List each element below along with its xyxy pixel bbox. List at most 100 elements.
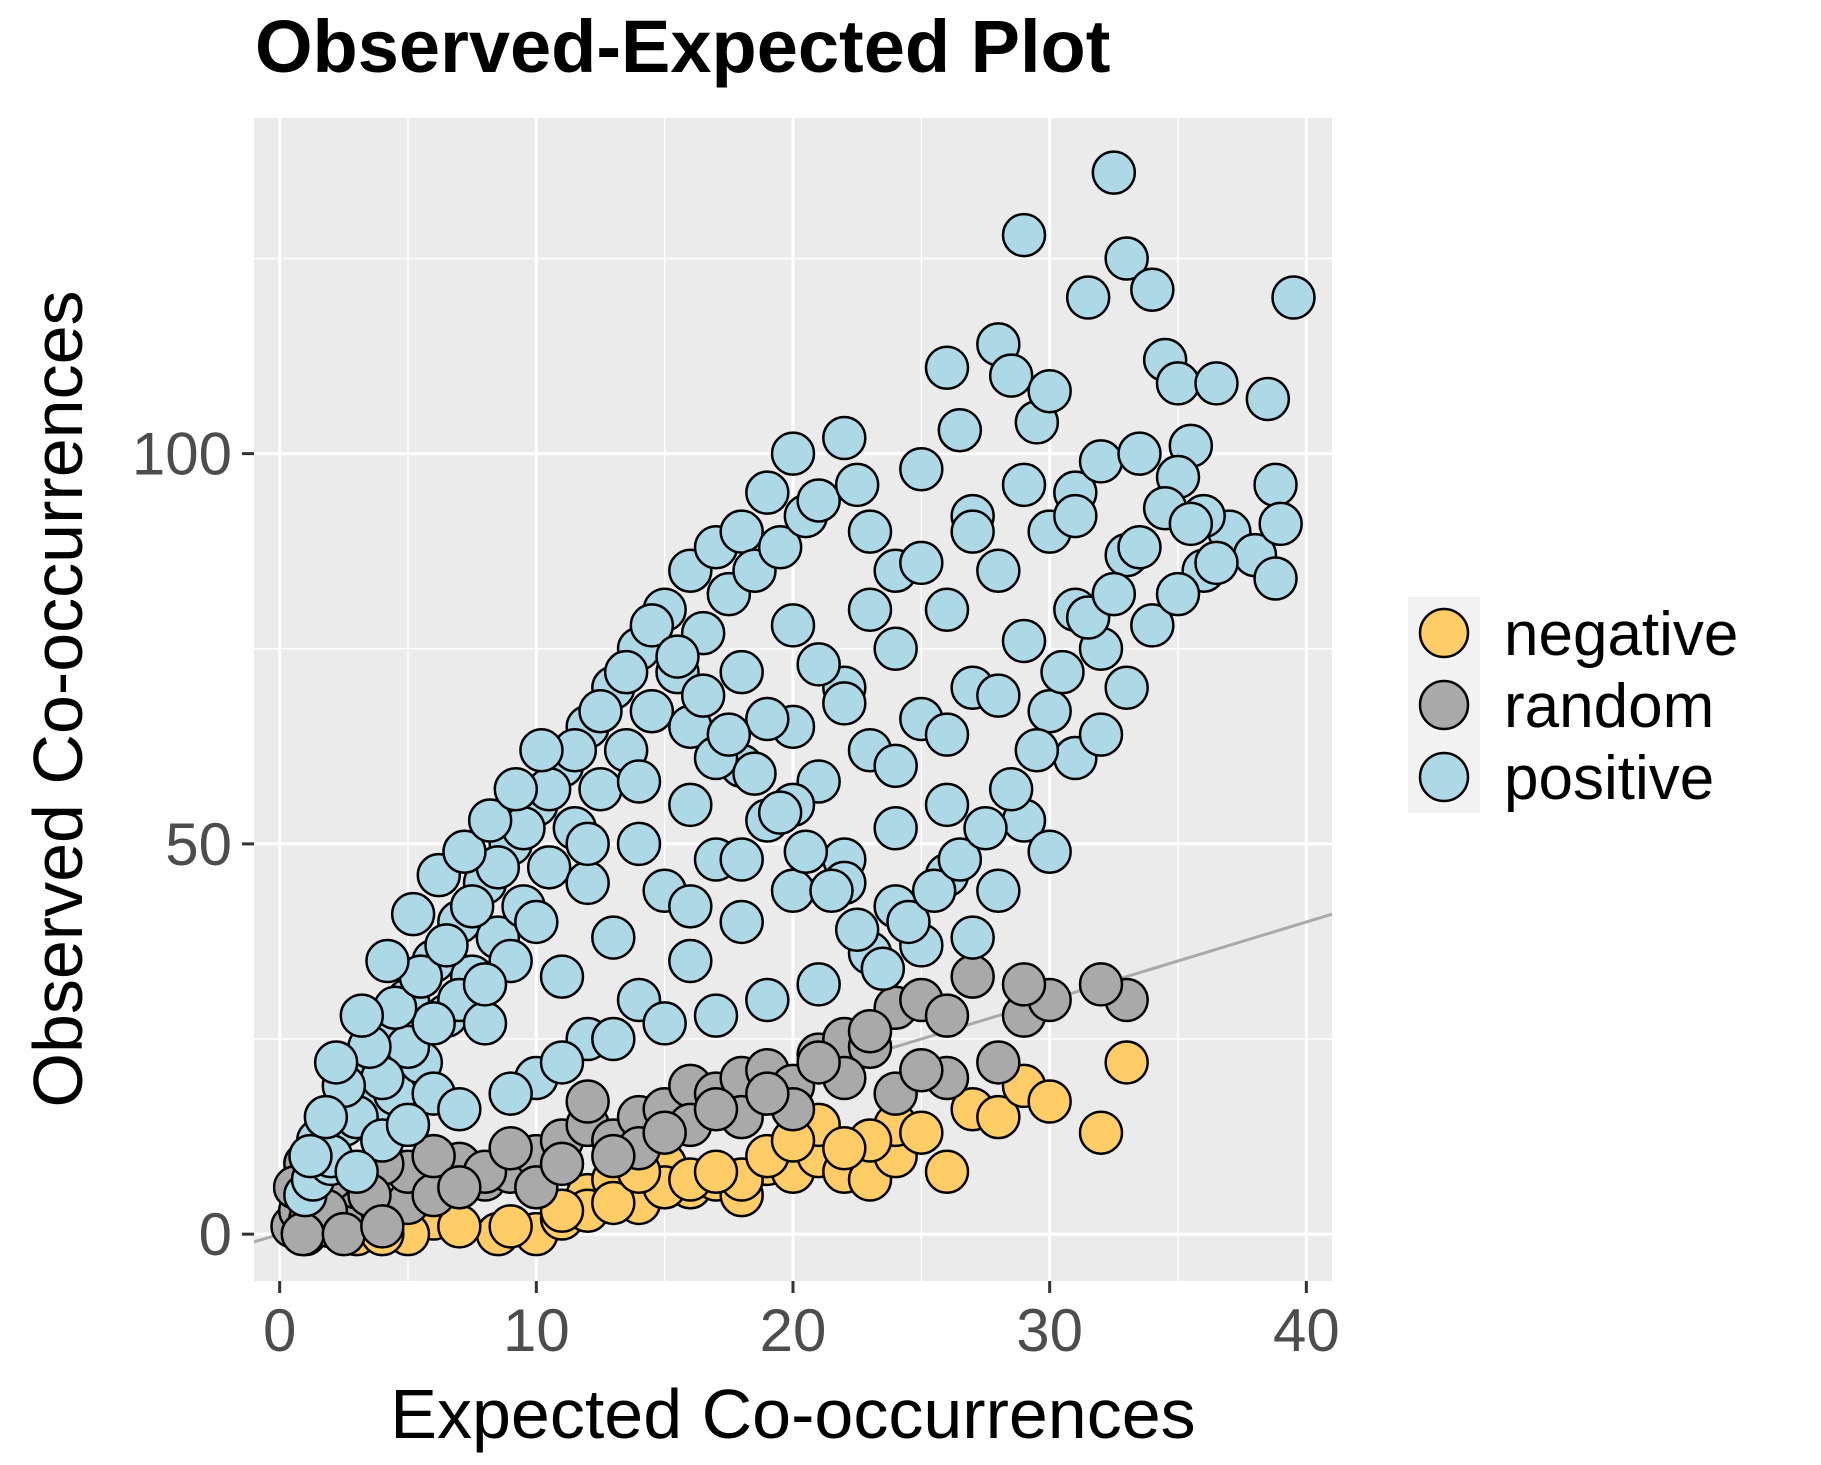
positive-point bbox=[1155, 361, 1201, 406]
positive-point bbox=[873, 806, 918, 851]
positive-point bbox=[1130, 267, 1175, 312]
positive-point bbox=[616, 821, 662, 867]
positive-point bbox=[303, 1094, 349, 1140]
x-axis-title: Expected Co-occurrences bbox=[390, 1375, 1195, 1453]
y-tick-label: 0 bbox=[199, 1201, 232, 1268]
positive-point bbox=[1168, 501, 1214, 547]
random-point bbox=[950, 954, 995, 999]
positive-point bbox=[313, 1040, 359, 1085]
positive-point bbox=[873, 743, 918, 789]
positive-point bbox=[1130, 603, 1175, 648]
positive-point bbox=[411, 1001, 456, 1046]
positive-point bbox=[642, 1001, 687, 1046]
random-point bbox=[280, 1211, 326, 1257]
random-point bbox=[642, 1110, 687, 1155]
positive-point bbox=[424, 923, 469, 968]
x-tick-label: 40 bbox=[1273, 1297, 1340, 1364]
positive-point bbox=[539, 1040, 585, 1085]
positive-point bbox=[886, 899, 931, 945]
positive-point bbox=[1001, 462, 1047, 508]
random-point bbox=[899, 1048, 944, 1093]
positive-point bbox=[988, 353, 1034, 398]
x-tick-label: 0 bbox=[263, 1297, 296, 1364]
positive-point bbox=[719, 837, 764, 882]
legend-key-negative bbox=[1418, 607, 1470, 659]
positive-point bbox=[924, 782, 970, 828]
y-axis-title: Observed Co-occurrences bbox=[19, 291, 97, 1108]
positive-point bbox=[385, 1102, 431, 1148]
positive-point bbox=[745, 977, 790, 1023]
positive-point bbox=[514, 899, 559, 945]
positive-point bbox=[963, 806, 1008, 851]
positive-point bbox=[757, 790, 803, 835]
positive-point bbox=[873, 626, 918, 672]
positive-point bbox=[1040, 649, 1085, 695]
random-point bbox=[976, 1040, 1021, 1085]
positive-point bbox=[1117, 525, 1162, 570]
positive-point bbox=[1027, 368, 1072, 414]
random-point bbox=[411, 1133, 456, 1179]
random-point bbox=[847, 1008, 893, 1054]
y-tick-label: 100 bbox=[132, 421, 232, 488]
negative-point bbox=[1027, 1079, 1072, 1124]
positive-point bbox=[603, 649, 649, 695]
random-point bbox=[591, 1133, 636, 1179]
positive-point bbox=[578, 688, 623, 734]
positive-point bbox=[591, 1016, 636, 1062]
positive-point bbox=[1027, 688, 1072, 734]
positive-point bbox=[950, 915, 995, 960]
positive-point bbox=[1245, 376, 1291, 422]
positive-point bbox=[834, 907, 880, 953]
x-tick-label: 20 bbox=[760, 1297, 827, 1364]
random-point bbox=[924, 993, 970, 1038]
positive-point bbox=[693, 993, 739, 1038]
positive-point bbox=[1104, 665, 1149, 711]
negative-point bbox=[899, 1110, 944, 1155]
positive-point bbox=[462, 962, 508, 1007]
positive-point bbox=[442, 829, 487, 874]
legend-key-positive bbox=[1418, 751, 1470, 803]
positive-point bbox=[365, 938, 410, 984]
data-points bbox=[270, 150, 1316, 1257]
positive-point bbox=[1194, 361, 1239, 406]
positive-point bbox=[1091, 571, 1137, 617]
random-point bbox=[539, 1141, 585, 1187]
positive-point bbox=[745, 696, 790, 742]
positive-point bbox=[719, 509, 764, 554]
positive-point bbox=[1001, 212, 1047, 258]
positive-point bbox=[924, 712, 970, 757]
positive-point bbox=[1078, 439, 1124, 484]
positive-point bbox=[847, 509, 893, 554]
random-point bbox=[437, 1165, 482, 1210]
positive-point bbox=[796, 642, 841, 687]
positive-point bbox=[488, 1071, 533, 1116]
random-point bbox=[745, 1071, 790, 1116]
positive-point bbox=[390, 891, 436, 937]
positive-point bbox=[668, 782, 713, 828]
positive-point bbox=[950, 509, 995, 554]
positive-point bbox=[288, 1133, 333, 1179]
positive-point bbox=[1155, 571, 1201, 617]
positive-point bbox=[1253, 556, 1298, 601]
positive-point bbox=[796, 478, 841, 523]
negative-point bbox=[591, 1180, 636, 1226]
legend-key-random bbox=[1418, 679, 1470, 731]
positive-point bbox=[629, 688, 675, 734]
positive-point bbox=[719, 899, 764, 945]
y-tick-label: 50 bbox=[165, 811, 232, 878]
positive-point bbox=[822, 681, 867, 726]
positive-point bbox=[860, 946, 906, 992]
positive-point bbox=[462, 1001, 508, 1046]
positive-point bbox=[976, 673, 1021, 718]
positive-point bbox=[539, 954, 585, 999]
positive-point bbox=[591, 915, 636, 960]
positive-point bbox=[783, 829, 829, 874]
random-point bbox=[321, 1211, 367, 1257]
positive-point bbox=[834, 462, 880, 508]
random-point bbox=[488, 1126, 533, 1171]
positive-point bbox=[911, 868, 957, 913]
random-point bbox=[360, 1204, 405, 1249]
positive-point bbox=[519, 727, 564, 773]
positive-point bbox=[1053, 493, 1098, 539]
